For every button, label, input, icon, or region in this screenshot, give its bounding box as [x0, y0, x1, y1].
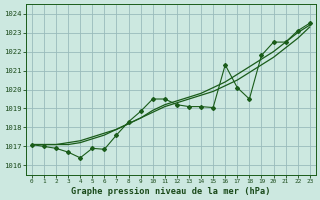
X-axis label: Graphe pression niveau de la mer (hPa): Graphe pression niveau de la mer (hPa)	[71, 187, 271, 196]
